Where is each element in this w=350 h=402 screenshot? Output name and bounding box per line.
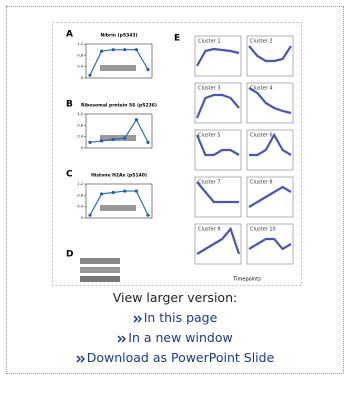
link-icon: [117, 335, 126, 343]
page: {"figure": { "line_panels": [ {"label": …: [0, 0, 350, 402]
point: [88, 141, 91, 144]
point: [135, 48, 138, 51]
y-tick-label: 0: [81, 146, 83, 150]
y-tick-label: 0.8: [77, 193, 83, 197]
point: [112, 138, 115, 141]
caption: View larger version: In this page In a ne…: [6, 288, 344, 368]
cluster-title: Cluster 2: [250, 39, 273, 45]
point: [123, 48, 126, 51]
link-list: In this page In a new window Download as P…: [6, 308, 344, 368]
blot: [100, 65, 136, 71]
y-tick-label: 0: [81, 76, 83, 80]
figure: D E Timepoints A Nibrin (pS343) 0 0.4 0.8 1.2…: [52, 22, 302, 286]
axis-label: Timepoints: [232, 277, 261, 283]
point: [123, 189, 126, 192]
y-tick-label: 1.2: [77, 42, 83, 46]
point: [146, 214, 149, 217]
panel-label: D: [66, 250, 73, 260]
point: [135, 189, 138, 192]
y-tick-label: 0.8: [77, 123, 83, 127]
y-tick-label: 0.4: [77, 135, 83, 139]
point: [88, 74, 91, 77]
cluster-title: Cluster 3: [198, 86, 221, 92]
link[interactable]: Download as PowerPoint Slide: [87, 350, 275, 365]
y-tick-label: 0.4: [77, 205, 83, 209]
link[interactable]: In a new window: [128, 330, 232, 345]
panel-label: E: [174, 34, 180, 44]
panel-label: C: [66, 170, 73, 180]
cluster-title: Cluster 1: [198, 39, 221, 45]
panel-label: A: [66, 30, 73, 40]
y-tick-label: 0: [81, 216, 83, 220]
point: [112, 48, 115, 51]
cluster-title: Cluster 5: [198, 133, 221, 139]
panel-title: Ribosomal protein S6 (pS236): [81, 103, 157, 109]
cluster-title: Cluster 6: [250, 133, 273, 139]
link-icon: [133, 315, 142, 323]
heading: View larger version:: [6, 288, 344, 308]
link-row: Download as PowerPoint Slide: [6, 348, 344, 368]
y-tick-label: 0.4: [77, 65, 83, 69]
link-row: In a new window: [6, 328, 344, 348]
y-tick-label: 1.2: [77, 112, 83, 116]
y-tick-label: 0.8: [77, 53, 83, 57]
point: [112, 191, 115, 194]
cluster-title: Cluster 8: [250, 180, 273, 186]
y-tick-label: 1.2: [77, 182, 83, 186]
panel-title: Nibrin (pS343): [100, 33, 137, 39]
point: [146, 68, 149, 71]
cluster-title: Cluster 10: [250, 227, 276, 233]
point: [100, 139, 103, 142]
panel-title: Histone H2Ax (pS140): [91, 173, 147, 179]
link-row: In this page: [6, 308, 344, 328]
point: [88, 214, 91, 217]
link[interactable]: In this page: [144, 310, 218, 325]
blot: [100, 205, 136, 211]
blots: [80, 258, 120, 282]
point: [100, 49, 103, 52]
cluster-title: Cluster 7: [198, 180, 221, 186]
point: [100, 192, 103, 195]
cluster-title: Cluster 9: [198, 227, 221, 233]
point: [146, 141, 149, 144]
link-icon: [76, 355, 85, 363]
point: [123, 136, 126, 139]
panel-label: B: [66, 100, 73, 110]
point: [135, 118, 138, 121]
